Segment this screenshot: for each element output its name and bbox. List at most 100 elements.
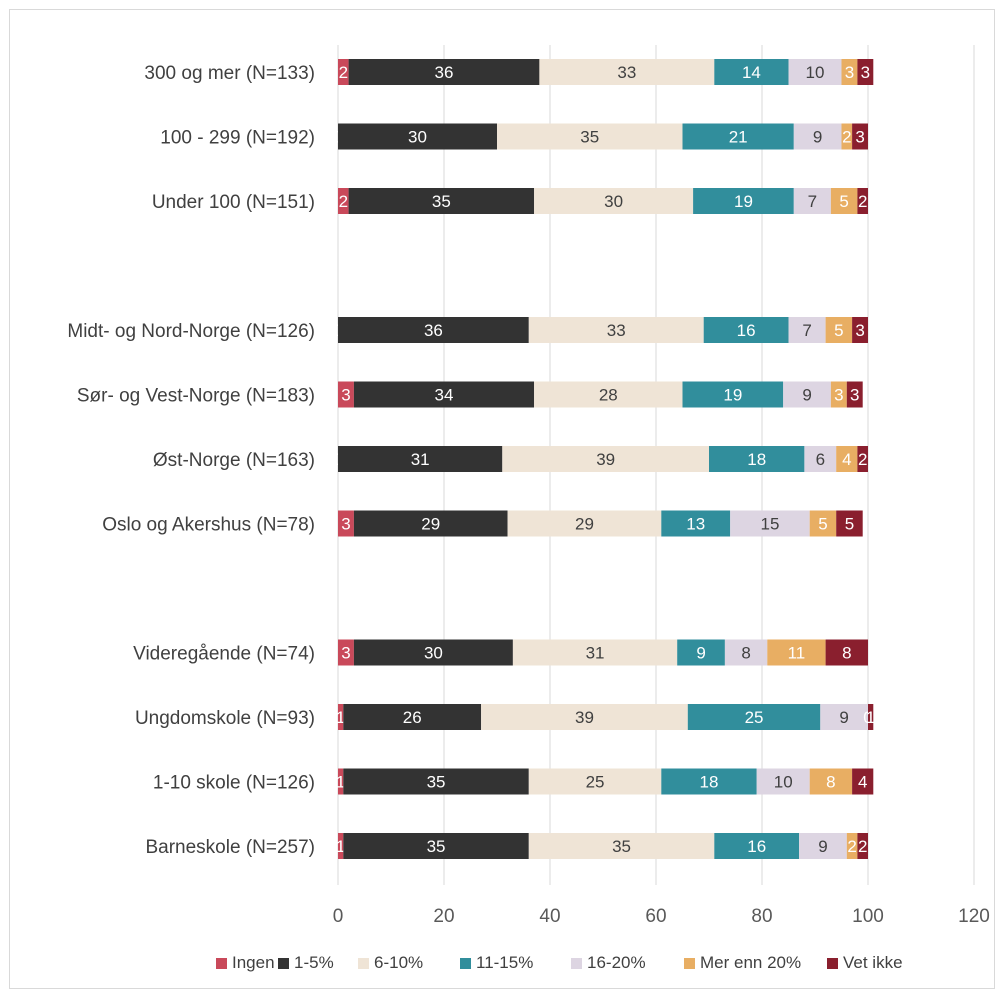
data-label-6-10: 35 [580, 128, 599, 147]
data-label-1-5: 35 [432, 192, 451, 211]
data-label-mer-enn-20: 8 [826, 773, 835, 792]
bar-segment-16-20 [804, 446, 837, 472]
data-label-vet-ikke: 8 [842, 644, 851, 663]
bar-segment-6-10 [528, 768, 662, 795]
category-label: Videregående (N=74) [133, 644, 315, 665]
data-label-1-5: 30 [408, 128, 427, 147]
chart-frame [9, 9, 995, 989]
data-label-mer-enn-20: 3 [845, 63, 854, 82]
x-tick-labels: 0 20 40 60 80 100 120 [333, 906, 990, 927]
legend-swatch-1-5 [278, 958, 289, 969]
bar-segment-11-15 [693, 188, 794, 214]
data-label-11-15: 13 [686, 515, 705, 534]
legend: Ingen 1-5% 6-10% 11-15% 16-20% Mer enn 20% Vet… [216, 953, 903, 972]
data-label-mer-enn-20: 2 [842, 128, 851, 147]
x-tick-label: 60 [645, 906, 666, 927]
legend-label-vet-ikke: Vet ikke [843, 953, 903, 972]
data-label-mer-enn-20: 5 [818, 515, 827, 534]
data-label-1-5: 34 [435, 386, 454, 405]
data-label-6-10: 39 [596, 450, 615, 469]
data-label-6-10: 30 [604, 192, 623, 211]
legend-swatch-ingen [216, 958, 227, 969]
category-label: 100 - 299 (N=192) [160, 128, 315, 149]
bar-segment-1-5 [338, 446, 503, 472]
bar-segment-6-10 [481, 704, 688, 730]
data-label-vet-ikke: 2 [858, 837, 867, 856]
bar-segment-16-20 [793, 188, 831, 214]
data-label-11-15: 16 [747, 837, 766, 856]
bar-segment-mer-enn-20 [825, 317, 853, 343]
data-label-11-15: 19 [723, 386, 742, 405]
data-label-6-10: 28 [599, 386, 618, 405]
bar-segment-mer-enn-20 [767, 639, 826, 666]
data-label-1-5: 35 [427, 773, 446, 792]
bar-segment-vet-ikke [846, 381, 863, 408]
data-label-1-5: 36 [435, 63, 454, 82]
legend-label-16-20: 16-20% [587, 953, 646, 972]
category-label: Øst-Norge (N=163) [153, 450, 315, 471]
data-label-11-15: 14 [742, 63, 761, 82]
data-label-16-20: 8 [741, 644, 750, 663]
data-label-ingen: 3 [341, 515, 350, 534]
bar-segment-16-20 [730, 510, 810, 537]
data-label-ingen: 1 [336, 708, 345, 727]
data-label-6-10: 33 [617, 63, 636, 82]
bar-segment-1-5 [353, 639, 513, 666]
bar-segment-vet-ikke [852, 768, 874, 795]
bar-segment-mer-enn-20 [841, 123, 853, 150]
legend-label-ingen: Ingen [232, 953, 275, 972]
bar-segment-ingen [338, 188, 349, 214]
bar-segment-16-20 [788, 59, 842, 85]
legend-label-6-10: 6-10% [374, 953, 423, 972]
legend-label-11-15: 11-15% [476, 953, 533, 972]
bar-segment-mer-enn-20 [836, 446, 858, 472]
category-label: Oslo og Akershus (N=78) [102, 515, 315, 536]
bar-segment-6-10 [507, 510, 662, 537]
bar-segment-6-10 [502, 446, 709, 472]
bar-segment-1-5 [353, 381, 535, 408]
data-label-mer-enn-20: 3 [834, 386, 843, 405]
bar-segment-ingen [338, 639, 354, 666]
bar-segment-16-20 [820, 704, 868, 730]
bar-segment-vet-ikke [868, 704, 874, 730]
bar-segment-11-15 [714, 59, 789, 85]
bar-segment-vet-ikke [857, 446, 868, 472]
data-label-vet-ikke: 2 [858, 450, 867, 469]
x-tick-label: 0 [333, 906, 344, 927]
category-label: 300 og mer (N=133) [144, 63, 315, 84]
data-label-16-20: 9 [818, 837, 827, 856]
data-label-16-20: 6 [816, 450, 825, 469]
bar-segment-vet-ikke [836, 510, 863, 537]
bar-segment-1-5 [343, 833, 529, 859]
category-label: 1-10 skole (N=126) [153, 773, 315, 794]
data-label-mer-enn-20: 4 [842, 450, 851, 469]
data-label-11-15: 18 [747, 450, 766, 469]
data-label-16-20: 9 [813, 128, 822, 147]
data-label-1-5: 35 [427, 837, 446, 856]
bar-segment-16-20 [799, 833, 847, 859]
data-label-16-20: 7 [808, 192, 817, 211]
bar-segment-11-15 [709, 446, 805, 472]
bar-segment-11-15 [682, 381, 784, 408]
legend-swatch-mer-enn-20 [684, 958, 695, 969]
data-label-1-5: 30 [424, 644, 443, 663]
category-labels: 300 og mer (N=133) 100 - 299 (N=192) Under… [67, 63, 315, 858]
bar-segment-6-10 [497, 123, 683, 150]
data-label-vet-ikke: 3 [861, 63, 870, 82]
data-label-6-10: 25 [586, 773, 605, 792]
data-label-16-20: 9 [802, 386, 811, 405]
data-label-16-20: 10 [806, 63, 825, 82]
data-label-1-5: 36 [424, 321, 443, 340]
data-label-6-10: 33 [607, 321, 626, 340]
bar-segment-11-15 [677, 639, 725, 666]
bar-segment-1-5 [338, 123, 497, 150]
data-label-11-15: 9 [696, 644, 705, 663]
bar-segment-vet-ikke [852, 317, 868, 343]
bar-segment-mer-enn-20 [830, 381, 847, 408]
data-label-mer-enn-20: 2 [847, 837, 856, 856]
data-label-vet-ikke: 4 [858, 773, 867, 792]
x-tick-label: 80 [751, 906, 772, 927]
bar-segment-16-20 [783, 381, 831, 408]
legend-swatch-11-15 [460, 958, 471, 969]
category-label: Midt- og Nord-Norge (N=126) [67, 321, 315, 342]
